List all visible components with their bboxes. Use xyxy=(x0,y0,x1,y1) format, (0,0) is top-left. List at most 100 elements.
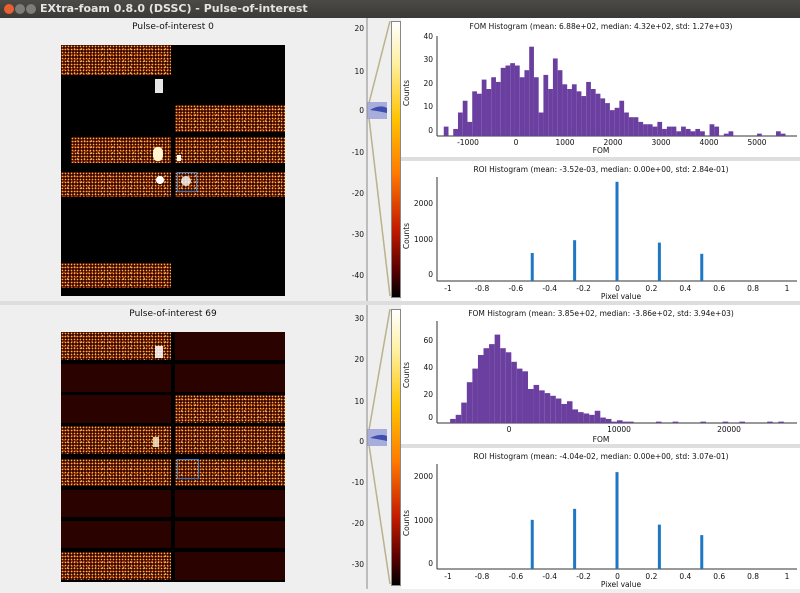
x-axis-label: FOM xyxy=(593,146,610,155)
roi-histogram-plot[interactable]: ROI Histogram (mean: -4.04e-02, median: … xyxy=(401,448,800,589)
detector-image[interactable] xyxy=(61,332,285,582)
fom-histogram-plot[interactable]: FOM Histogram (mean: 3.85e+02, median: -… xyxy=(401,305,800,444)
histogram-bar xyxy=(600,98,606,136)
hot-spot xyxy=(156,176,164,184)
pulse-panel-69: Pulse-of-interest 69 30 20 10 0 xyxy=(0,305,800,589)
histogram-bar xyxy=(514,65,520,136)
histogram-bar xyxy=(700,421,706,423)
colorbar-tick: -30 xyxy=(352,230,364,239)
histogram-bar xyxy=(647,124,653,136)
histogram-bar xyxy=(548,89,553,136)
colorbar-histogram-widget[interactable] xyxy=(366,18,402,301)
detector-module xyxy=(61,552,171,580)
histogram-bar xyxy=(477,355,484,423)
roi-histogram-plot[interactable]: ROI Histogram (mean: -3.52e-03, median: … xyxy=(401,161,800,301)
minimize-window-button[interactable] xyxy=(15,4,25,14)
histogram-bar xyxy=(519,77,525,136)
histogram-bar xyxy=(676,131,682,136)
histogram-bar xyxy=(557,70,563,136)
histogram-bar xyxy=(583,413,590,423)
histogram-bar xyxy=(739,421,745,423)
fom-histogram-svg: FOM Histogram (mean: 3.85e+02, median: -… xyxy=(402,309,797,444)
x-tick: 0.4 xyxy=(679,284,691,293)
histogram-bar xyxy=(500,67,506,136)
row-divider[interactable] xyxy=(0,301,800,305)
colorbar-ticks-svg: 20 10 0 -10 -20 -30 -40 xyxy=(352,18,368,301)
detector-image[interactable] xyxy=(61,45,285,296)
histogram-bar xyxy=(611,421,617,423)
histogram-bar xyxy=(776,131,781,136)
detector-module xyxy=(175,137,285,163)
x-tick: -0.2 xyxy=(576,572,591,581)
histogram-bar xyxy=(657,524,661,569)
histogram-bar xyxy=(652,126,658,136)
histogram-bar xyxy=(671,126,677,136)
colorbar-tick: 10 xyxy=(354,397,364,406)
histogram-bar xyxy=(609,110,615,136)
histogram-bar xyxy=(495,81,501,136)
x-tick: 0 xyxy=(507,425,512,434)
x-axis-label: FOM xyxy=(593,435,610,444)
colorbar-tick: -20 xyxy=(352,189,364,198)
roi-rectangle[interactable] xyxy=(177,459,199,479)
fom-histogram-plot[interactable]: FOM Histogram (mean: 6.88e+02, median: 4… xyxy=(401,18,800,157)
y-tick: 60 xyxy=(423,336,433,345)
histogram-bar xyxy=(505,352,512,423)
x-tick: 0 xyxy=(615,572,620,581)
histogram-bar xyxy=(544,393,551,423)
x-tick: -0.6 xyxy=(508,284,523,293)
detector-module xyxy=(175,364,285,392)
colorbar-gradient[interactable] xyxy=(391,21,401,298)
colorbar-histogram-widget[interactable] xyxy=(366,305,402,589)
y-tick: 1000 xyxy=(414,235,433,244)
histogram-bar xyxy=(722,421,729,423)
histogram-bar xyxy=(505,65,511,136)
histogram-bar xyxy=(757,133,762,136)
histogram-bar xyxy=(589,414,595,423)
histogram-bar xyxy=(709,124,715,136)
image-panel: Pulse-of-interest 0 xyxy=(0,18,400,301)
image-title: Pulse-of-interest 69 xyxy=(129,309,217,319)
close-window-button[interactable] xyxy=(4,4,14,14)
histogram-bar xyxy=(530,519,534,569)
y-tick: 0 xyxy=(428,413,433,422)
fom-bars xyxy=(450,334,784,423)
histogram-bar xyxy=(511,361,517,423)
histogram-bar xyxy=(600,417,606,423)
roi-rectangle[interactable] xyxy=(177,172,197,192)
x-tick: 0.4 xyxy=(679,572,691,581)
histogram-bar xyxy=(586,81,591,136)
histogram-bar xyxy=(622,421,629,423)
maximize-window-button[interactable] xyxy=(26,4,36,14)
histogram-bar xyxy=(450,418,456,423)
histogram-bar xyxy=(462,100,468,136)
detector-module xyxy=(175,552,285,580)
histogram-bar xyxy=(472,91,477,136)
histogram-bar xyxy=(573,508,577,569)
y-tick: 20 xyxy=(423,390,433,399)
plot-title: ROI Histogram (mean: -4.04e-02, median: … xyxy=(473,452,728,461)
hot-spot xyxy=(155,346,163,358)
histogram-bar xyxy=(617,420,623,423)
plot-title: FOM Histogram (mean: 3.85e+02, median: -… xyxy=(468,309,734,318)
x-tick: 0.8 xyxy=(747,284,759,293)
x-tick: -0.8 xyxy=(475,284,490,293)
histogram-bar xyxy=(472,368,478,423)
pulse-panel-0: Pulse-of-interest 0 20 10 0 -10 -20 -30 … xyxy=(0,18,800,301)
roi-histogram-svg: ROI Histogram (mean: -3.52e-03, median: … xyxy=(402,165,797,301)
colorbar-tick: -30 xyxy=(352,560,364,569)
plot-separator xyxy=(401,444,800,448)
detector-module xyxy=(61,521,171,548)
histogram-bar xyxy=(778,421,784,423)
histogram-bar xyxy=(700,253,704,281)
hot-spot xyxy=(155,79,163,93)
colorbar-gradient[interactable] xyxy=(391,309,401,586)
x-tick: 1 xyxy=(785,572,790,581)
histogram-bar xyxy=(561,403,567,423)
histogram-bar xyxy=(486,89,492,136)
x-tick: 0.8 xyxy=(747,572,759,581)
histogram-bar xyxy=(543,74,549,136)
histogram-bar xyxy=(643,124,648,136)
plot-title: ROI Histogram (mean: -3.52e-03, median: … xyxy=(473,165,728,174)
detector-module xyxy=(61,459,171,486)
